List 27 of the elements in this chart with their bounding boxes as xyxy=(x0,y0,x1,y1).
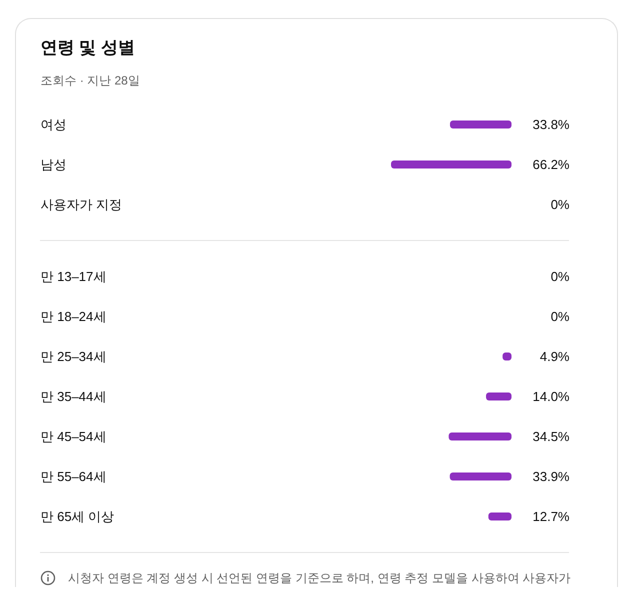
data-label: 66.2% xyxy=(532,157,570,172)
bar xyxy=(450,472,512,480)
y-tick-label: 여성 xyxy=(40,117,66,132)
data-label: 12.7% xyxy=(532,509,570,524)
y-tick-label: 만 35–44세 xyxy=(40,389,106,404)
bar xyxy=(488,512,512,520)
data-label: 0% xyxy=(550,269,570,284)
y-tick-label: 만 55–64세 xyxy=(40,469,106,484)
bar xyxy=(486,392,512,400)
text: 시청자 연령은 계정 생성 시 선언된 연령을 기준으로 하며, 연령 추정 모델을 사용하여 사용자가 xyxy=(68,571,571,585)
data-label: 33.8% xyxy=(532,117,570,132)
y-tick-label: 만 18–24세 xyxy=(40,309,106,324)
bar xyxy=(448,432,512,440)
data-label: 14.0% xyxy=(532,389,570,404)
y-tick-label: 만 25–34세 xyxy=(40,349,106,364)
y-tick-label: 남성 xyxy=(40,157,66,172)
data-label: 33.9% xyxy=(532,469,570,484)
data-label: 0% xyxy=(550,197,570,212)
text: 연령 및 성별 xyxy=(40,38,135,57)
y-tick-label: 만 45–54세 xyxy=(40,429,106,444)
y-tick-label: 사용자가 지정 xyxy=(40,197,122,212)
y-tick-label: 만 13–17세 xyxy=(40,269,106,284)
data-label: 4.9% xyxy=(540,349,570,364)
data-label: 0% xyxy=(550,309,570,324)
data-label: 34.5% xyxy=(532,429,570,444)
y-tick-label: 만 65세 이상 xyxy=(40,509,114,524)
text: 조회수 · 지난 28일 xyxy=(40,74,140,88)
